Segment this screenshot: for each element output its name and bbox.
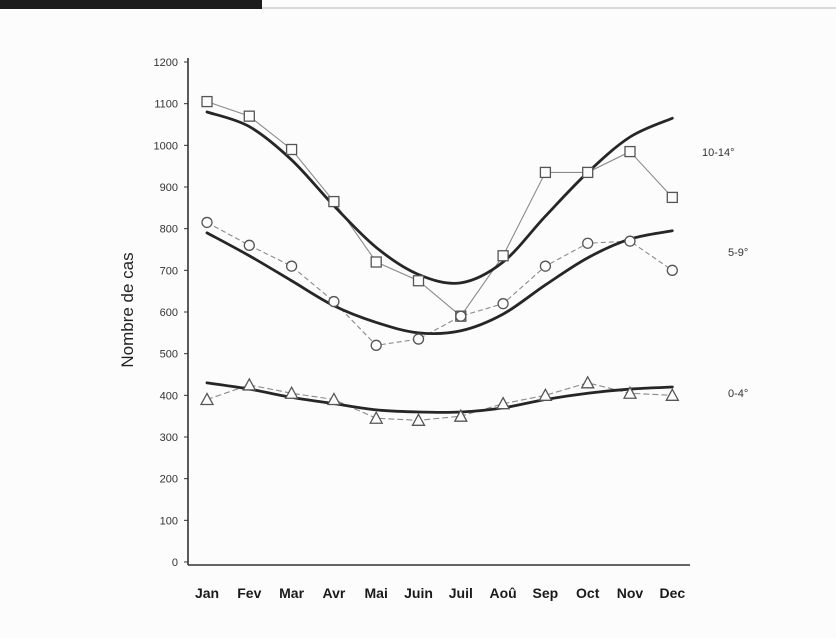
data-point-square: [201, 95, 213, 108]
data-point-triangle: [665, 387, 680, 401]
series-label: 0-4°: [728, 388, 748, 400]
data-point-square: [243, 110, 255, 122]
x-tick-label: Nov: [617, 585, 644, 601]
data-point-circle: [201, 216, 213, 229]
series-label: 10-14°: [702, 147, 735, 159]
circle-series-fit-curve: [205, 229, 674, 336]
series-label: 5-9°: [728, 247, 748, 259]
data-point-square: [285, 143, 298, 156]
data-point-square: [539, 166, 552, 179]
y-tick-label: 1100: [154, 99, 178, 111]
x-tick-label: Dec: [659, 585, 685, 601]
circle-series-connector-line: [206, 221, 673, 346]
square-series-connector-line: [206, 101, 673, 317]
data-point-triangle: [284, 385, 299, 399]
data-point-triangle: [199, 392, 215, 406]
top-dark-bar: [0, 0, 262, 9]
x-tick-label: Jan: [195, 585, 219, 601]
data-point-square: [412, 275, 425, 287]
y-tick-label: 900: [160, 182, 178, 194]
x-tick-label: Sep: [533, 585, 559, 601]
y-tick-label: 400: [160, 390, 178, 402]
data-point-triangle: [242, 377, 257, 391]
data-point-circle: [328, 295, 340, 308]
triangle-series-connector-line: [206, 382, 673, 421]
data-point-circle: [582, 237, 594, 249]
x-tick-label: Juil: [449, 585, 473, 601]
x-tick-label: Fev: [237, 585, 261, 601]
y-tick-label: 1200: [154, 57, 178, 69]
data-point-triangle: [326, 392, 341, 406]
y-tick-label: 1000: [154, 140, 178, 152]
data-point-circle: [624, 235, 636, 247]
data-point-square: [624, 145, 636, 158]
data-point-triangle: [622, 385, 638, 399]
data-point-triangle: [580, 375, 595, 389]
y-tick-label: 200: [160, 474, 178, 486]
y-tick-label: 800: [160, 224, 178, 236]
data-point-square: [370, 256, 382, 268]
data-point-circle: [370, 339, 382, 351]
y-tick-label: 600: [160, 307, 178, 319]
y-tick-label: 100: [160, 515, 178, 527]
data-point-circle: [666, 264, 678, 276]
data-point-triangle: [538, 387, 553, 401]
x-tick-label: Mar: [279, 585, 304, 601]
data-point-triangle: [496, 396, 511, 410]
y-tick-label: 0: [172, 557, 178, 569]
data-point-square: [582, 166, 594, 179]
top-divider: [262, 7, 836, 9]
data-point-triangle: [453, 408, 468, 422]
x-tick-label: Oct: [576, 585, 600, 601]
data-point-circle: [243, 239, 255, 251]
y-tick-label: 300: [160, 432, 178, 444]
triangle-series-fit-curve: [205, 381, 674, 414]
x-tick-label: Mai: [365, 585, 388, 601]
x-tick-label: Aoû: [489, 585, 516, 601]
x-tick-label: Juin: [404, 585, 433, 601]
y-axis-title: Nombre de cas: [118, 252, 137, 367]
data-point-triangle: [411, 412, 426, 426]
data-point-circle: [455, 310, 467, 322]
data-point-square: [328, 195, 340, 208]
data-point-square: [497, 250, 509, 262]
data-point-circle: [412, 333, 425, 345]
y-tick-label: 500: [160, 349, 178, 361]
x-tick-label: Avr: [322, 585, 345, 601]
data-point-circle: [539, 260, 552, 272]
data-point-triangle: [369, 410, 384, 424]
y-tick-label: 700: [160, 265, 178, 277]
data-point-square: [666, 191, 678, 204]
data-point-circle: [285, 260, 298, 272]
data-point-circle: [497, 298, 509, 310]
